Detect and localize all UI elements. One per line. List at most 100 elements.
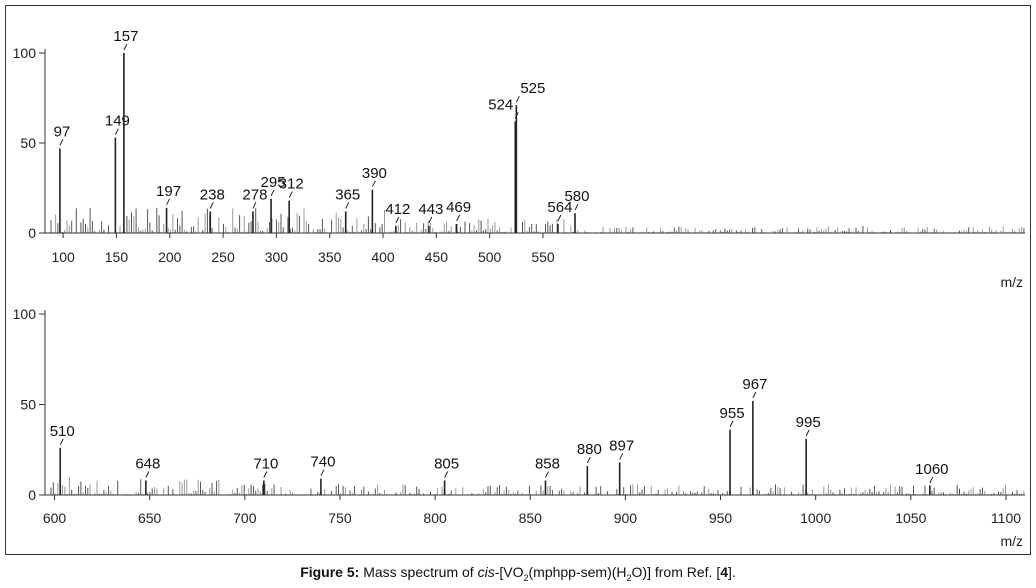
peak-label: 412 [385, 201, 410, 218]
x-tick-label: 700 [233, 510, 257, 526]
peak-leader [114, 128, 119, 135]
peak-leader [209, 202, 214, 209]
noise-bars [50, 207, 1025, 233]
peak-leader [59, 438, 64, 446]
peak-label: 524 [488, 96, 513, 113]
x-tick-label: 100 [51, 249, 75, 265]
peak-label: 149 [105, 113, 130, 130]
peak-label: 710 [253, 456, 278, 473]
peak-label: 238 [200, 186, 225, 203]
peak-label: 1060 [915, 461, 948, 478]
y-tick-label: 0 [28, 487, 36, 503]
y-tick-label: 100 [13, 306, 37, 322]
peak-leader [371, 180, 376, 188]
peak-leader [166, 198, 171, 206]
peak-leader [456, 214, 461, 222]
peak-leader [574, 203, 579, 211]
peak-label: 740 [310, 454, 335, 471]
peak-leader [263, 471, 268, 478]
caption-formula-a: -[VO [494, 564, 524, 580]
peak-leader [557, 214, 562, 222]
peak-leader [752, 391, 757, 399]
peak-label: 967 [742, 376, 767, 393]
caption-end: ]. [728, 564, 736, 580]
spectrum-panel-top: 0 50 100 100 150 200 250 300 350 400 450 500 550 m/z 9… [13, 28, 1025, 290]
peak-leader [288, 191, 293, 198]
peak-leader [320, 469, 325, 476]
peak-leader [805, 429, 810, 437]
x-tick-label: 900 [614, 510, 638, 526]
peak-label: 995 [796, 414, 821, 431]
peak-label: 525 [520, 80, 545, 97]
x-tick-label: 350 [318, 249, 342, 265]
y-tick-label: 100 [13, 45, 37, 61]
spectrum-panel-bottom: 0 50 100 600 650 700 750 800 850 900 950 1000 1050 11… [13, 306, 1025, 549]
peak-leader [252, 202, 257, 209]
caption-ref: 4 [720, 564, 729, 580]
peak-label: 469 [446, 199, 471, 216]
x-tick-label: 850 [519, 510, 543, 526]
peak-label: 858 [535, 456, 560, 473]
peak-leader [59, 139, 64, 146]
x-axis-label: m/z [1000, 274, 1023, 290]
x-tick-label: 800 [423, 510, 447, 526]
x-tick-label: 200 [158, 249, 182, 265]
caption-formula-b: (mphpp-sem)(H [528, 564, 627, 580]
figure-frame [5, 5, 1031, 555]
peak-label: 805 [434, 456, 459, 473]
peak-leader [929, 476, 934, 484]
peak-label: 295 [261, 174, 286, 191]
peak-leader [619, 453, 624, 460]
y-tick-label: 50 [20, 135, 36, 151]
x-tick-label: 750 [328, 510, 352, 526]
peak-label: 390 [362, 165, 387, 182]
peak-leader [545, 471, 549, 478]
caption-figure-label: Figure 5: [300, 564, 360, 580]
peak-label: 197 [156, 183, 181, 200]
x-tick-label: 150 [105, 249, 129, 265]
peak-leader [586, 456, 591, 464]
peak-label: 580 [564, 188, 589, 205]
x-tick-label: 1000 [800, 510, 831, 526]
peak-label: 955 [720, 405, 745, 422]
peak-label: 564 [547, 199, 572, 216]
x-tick-label: 400 [371, 249, 395, 265]
caption-sub-2: 2 [523, 572, 529, 583]
peak-leader [395, 216, 400, 224]
peak-leader [270, 189, 275, 197]
x-tick-label: 650 [138, 510, 162, 526]
peak-label: 648 [135, 456, 160, 473]
peak-leader [345, 202, 350, 209]
peak-leader [123, 43, 128, 51]
peak-label: 897 [609, 437, 634, 454]
peak-label: 278 [242, 186, 267, 203]
x-axis-label: m/z [1000, 533, 1023, 549]
x-tick-label: 250 [211, 249, 235, 265]
peak-label: 510 [50, 423, 75, 440]
caption-text-prefix: Mass spectrum of [363, 564, 478, 580]
x-tick-label: 450 [425, 249, 449, 265]
peak-leader [444, 471, 449, 478]
caption-sub-h2: 2 [626, 572, 632, 583]
figure-caption: Figure 5: Mass spectrum of cis-[VO2(mphp… [0, 564, 1036, 583]
peak-label: 365 [335, 186, 360, 203]
x-tick-label: 500 [478, 249, 502, 265]
peak-leader [729, 420, 734, 428]
noise-bars [50, 476, 1025, 495]
peak-leader [515, 95, 520, 103]
x-tick-label: 950 [709, 510, 733, 526]
peak-label: 97 [54, 123, 71, 140]
x-tick-label: 600 [43, 510, 67, 526]
x-tick-label: 550 [531, 249, 555, 265]
peak-leader [145, 471, 150, 478]
y-tick-label: 50 [20, 397, 36, 413]
x-tick-label: 300 [265, 249, 289, 265]
x-tick-label: 1100 [991, 510, 1021, 526]
peak-leader [428, 216, 433, 224]
peak-label: 443 [418, 201, 443, 218]
x-tick-label: 1050 [895, 510, 926, 526]
y-tick-label: 0 [28, 225, 36, 241]
caption-cis: cis [477, 564, 495, 580]
caption-formula-c: O)] from Ref. [ [631, 564, 721, 580]
